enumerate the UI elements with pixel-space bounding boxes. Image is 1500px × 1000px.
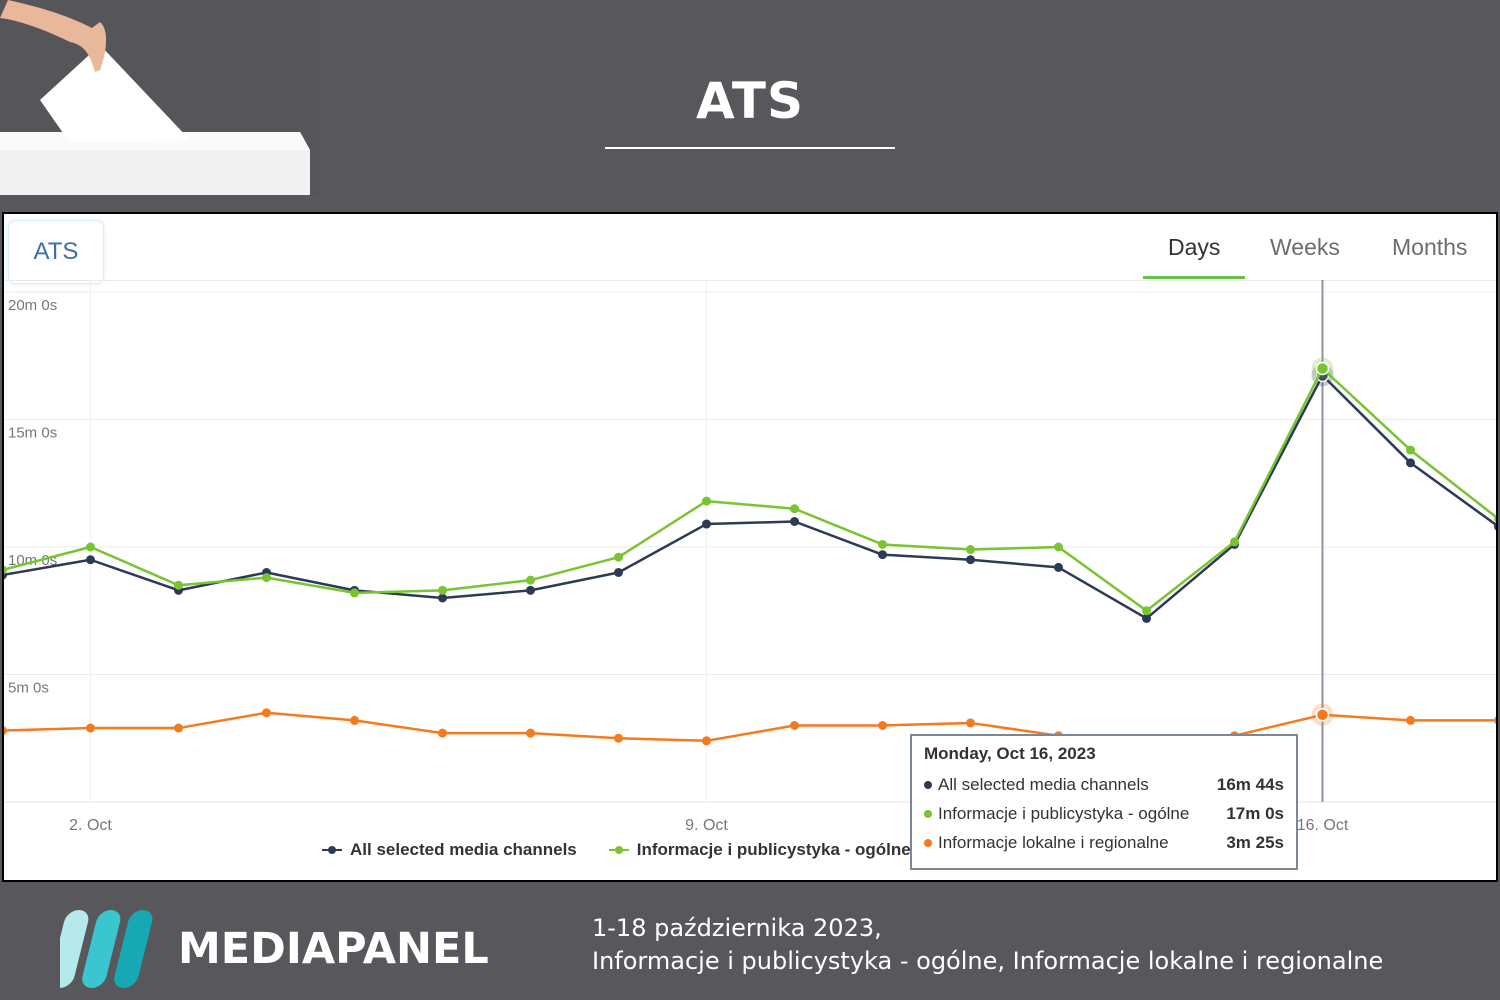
data-point [350, 715, 359, 725]
data-point [86, 555, 95, 565]
data-point [438, 593, 447, 603]
legend-item-all-channels[interactable]: All selected media channels [322, 840, 577, 860]
data-point [526, 585, 535, 595]
data-point [174, 580, 183, 590]
range-tab-weeks[interactable]: Weeks [1270, 234, 1340, 260]
tooltip-value: 17m 0s [1226, 803, 1284, 823]
x-tick-label: 16. Oct [1297, 817, 1349, 834]
legend-symbol-green [608, 845, 629, 855]
series-line [4, 374, 1496, 620]
data-point [262, 708, 271, 718]
legend-label: All selected media channels [350, 840, 577, 859]
data-point [790, 721, 799, 730]
page-title: ATS [696, 72, 804, 130]
tooltip-row: Informacje lokalne i regionalne 3m 25s [924, 828, 1284, 857]
footer-bar: MEDIAPANEL 1-18 października 2023, Infor… [0, 884, 1500, 1000]
series-line [4, 367, 1496, 612]
highlight-point [1315, 361, 1330, 376]
legend-symbol-navy [322, 845, 342, 855]
chart-tooltip: Monday, Oct 16, 2023 All selected media … [910, 734, 1298, 870]
chart-legend: All selected media channels Informacje i… [322, 840, 911, 860]
data-point [614, 552, 623, 562]
data-point [1142, 613, 1151, 623]
data-point [1406, 458, 1415, 468]
data-point [1406, 445, 1415, 455]
range-tab-months[interactable]: Months [1392, 234, 1468, 260]
data-point [526, 575, 535, 585]
chart-panel: ATS Days Weeks Months 20m 0s 15m 0s 10m 0s… [2, 212, 1498, 882]
data-point [86, 723, 95, 733]
data-point [438, 585, 447, 595]
data-point [526, 728, 535, 738]
footer-note-line: Informacje i publicystyka - ogólne, Info… [592, 947, 1384, 975]
tab-bar-divider [4, 280, 1496, 281]
series-dot-icon [924, 809, 932, 818]
data-point [614, 733, 623, 743]
y-tick-label: 15m 0s [8, 425, 57, 442]
data-point [614, 568, 623, 577]
data-point [262, 573, 271, 583]
data-point [1406, 715, 1415, 725]
data-point [966, 718, 975, 728]
data-point [4, 565, 7, 575]
data-point [86, 542, 95, 552]
tooltip-label: All selected media channels [938, 774, 1149, 794]
legend-item-informacje-ogolne[interactable]: Informacje i publicystyka - ogólne [608, 840, 911, 860]
tooltip-label: Informacje lokalne i regionalne [938, 832, 1169, 852]
footer-note-line: 1-18 października 2023, [592, 914, 882, 942]
series-line [4, 711, 1496, 743]
data-point [790, 504, 799, 514]
data-point [350, 588, 359, 598]
data-point [4, 726, 7, 735]
footer-note: 1-18 października 2023, Informacje i pub… [592, 912, 1383, 978]
data-point [174, 723, 183, 733]
tooltip-label: Informacje i publicystyka - ogólne [938, 803, 1190, 823]
tooltip-date: Monday, Oct 16, 2023 [924, 744, 1096, 763]
tooltip-row: All selected media channels 16m 44s [924, 770, 1284, 799]
data-point [702, 496, 711, 506]
tooltip-value: 3m 25s [1226, 832, 1284, 852]
data-point [878, 721, 887, 730]
data-point [878, 550, 887, 560]
x-tick-label: 9. Oct [685, 817, 728, 834]
data-point [966, 555, 975, 565]
data-point [966, 545, 975, 555]
data-point [1142, 606, 1151, 616]
header-banner: ATS [0, 0, 1500, 212]
data-point [1494, 515, 1496, 523]
legend-label: Informacje i publicystyka - ogólne [636, 840, 911, 859]
mediapanel-logo-icon [60, 910, 153, 988]
data-point [1054, 542, 1063, 552]
series-dot-icon [924, 838, 932, 847]
y-tick-label: 5m 0s [8, 680, 49, 697]
data-point [1494, 716, 1496, 725]
active-tab-indicator [1143, 276, 1245, 279]
data-point [702, 519, 711, 529]
y-tick-label: 20m 0s [8, 297, 57, 314]
data-point [1230, 537, 1239, 547]
data-point [1494, 522, 1496, 531]
highlight-point [1315, 708, 1330, 722]
brand-name: MEDIAPANEL [178, 924, 489, 974]
data-point [438, 728, 447, 738]
ballot-box-image [0, 0, 320, 195]
x-tick-label: 2. Oct [69, 817, 112, 834]
series-dot-icon [924, 780, 932, 789]
data-point [1054, 562, 1063, 572]
data-point [878, 539, 887, 549]
tooltip-value: 16m 44s [1216, 774, 1284, 794]
tooltip-row: Informacje i publicystyka - ogólne 17m 0… [924, 799, 1284, 828]
data-point [790, 517, 799, 526]
metric-tab-ats[interactable]: ATS [8, 220, 104, 284]
data-point [702, 736, 711, 746]
range-tab-days[interactable]: Days [1168, 234, 1221, 260]
title-divider [605, 147, 895, 149]
